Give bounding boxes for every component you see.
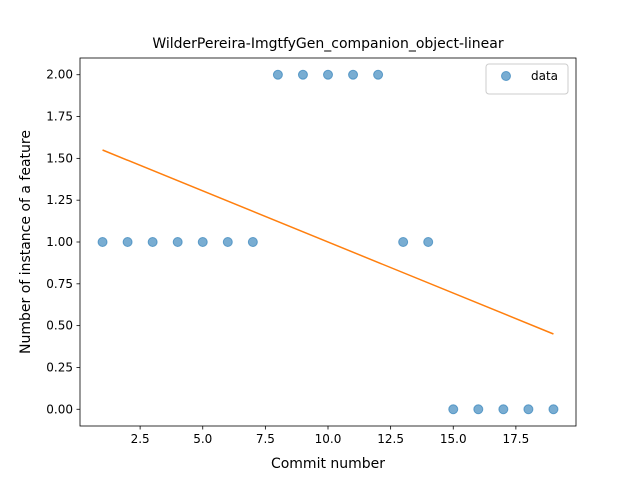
x-tick-label: 10.0 — [315, 432, 342, 446]
data-point — [172, 237, 183, 247]
data-point — [197, 237, 208, 247]
y-tick-label: 0.75 — [46, 277, 73, 291]
data-point — [498, 404, 509, 415]
data-point — [272, 69, 283, 80]
y-tick-label: 1.50 — [46, 151, 73, 165]
legend-label: data — [531, 69, 558, 83]
data-point — [97, 237, 108, 247]
y-tick-label: 0.25 — [46, 360, 73, 374]
y-tick-label: 0.50 — [46, 319, 73, 333]
x-axis-label: Commit number — [271, 456, 385, 472]
series-layer — [97, 69, 559, 415]
data-point — [523, 404, 534, 415]
data-point — [473, 404, 484, 415]
data-point — [423, 237, 434, 247]
data-point — [147, 237, 158, 247]
x-tick-label: 17.5 — [503, 432, 530, 446]
y-tick-label: 1.00 — [46, 235, 73, 249]
data-point — [448, 404, 459, 415]
y-tick-label: 1.25 — [46, 193, 73, 207]
legend: data — [485, 63, 569, 95]
x-tick-label: 2.5 — [131, 432, 150, 446]
data-point — [398, 237, 409, 247]
data-point — [548, 404, 559, 415]
y-tick-label: 2.00 — [46, 68, 73, 82]
data-point — [297, 69, 308, 80]
data-point — [323, 69, 333, 80]
chart-title: WilderPereira-ImgtfyGen_companion_object… — [152, 36, 504, 52]
x-tick-label: 5.0 — [193, 432, 212, 446]
data-point — [222, 237, 233, 247]
x-tick-label: 15.0 — [440, 432, 467, 446]
y-tick-label: 0.00 — [46, 402, 73, 416]
data-point — [348, 69, 359, 80]
y-axis-label: Number of instance of a feature — [18, 130, 34, 354]
data-point — [373, 69, 384, 80]
x-axis: 2.5 5.0 7.5 10.0 12.5 15.0 17.5 — [131, 426, 530, 446]
data-point — [122, 237, 133, 247]
data-point — [247, 237, 258, 247]
x-tick-label: 12.5 — [377, 432, 404, 446]
legend-marker — [501, 71, 511, 81]
fit-line — [102, 149, 554, 335]
x-tick-label: 7.5 — [256, 432, 275, 446]
y-tick-label: 1.75 — [46, 110, 73, 124]
y-axis: 0.00 0.25 0.50 0.75 1.00 1.25 1.50 1.75 2.00 — [46, 68, 80, 416]
